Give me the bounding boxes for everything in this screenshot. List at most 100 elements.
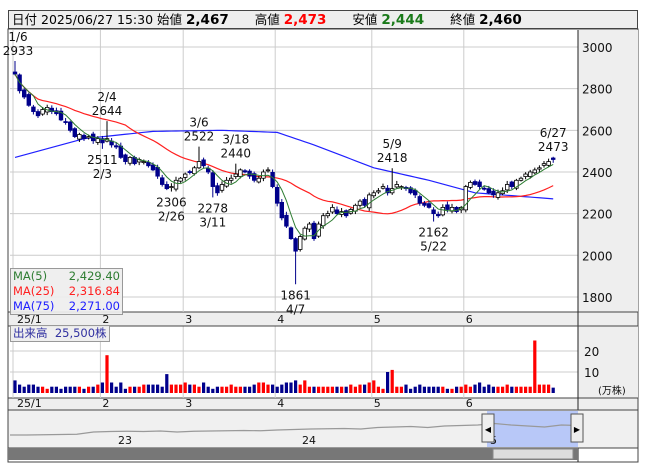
volume-bar (225, 386, 229, 393)
volume-bar (395, 386, 399, 393)
candle-body (412, 189, 418, 196)
candle-body (394, 184, 399, 188)
navigator-right-handle[interactable]: ▶ (570, 413, 584, 443)
volume-bar (468, 386, 472, 393)
candle-body (362, 199, 367, 206)
low-label: 安値 (352, 12, 378, 27)
volume-bar (238, 386, 242, 393)
volume-bar (335, 386, 339, 393)
candle-body (265, 169, 271, 172)
volume-bar (41, 386, 45, 393)
navigator-right-handle-box[interactable] (570, 413, 584, 443)
candle-body (334, 209, 340, 215)
volume-bar (45, 388, 49, 393)
candle (357, 199, 363, 208)
candle-body (311, 222, 317, 240)
volume-bar (455, 386, 459, 393)
candle-body (68, 121, 73, 131)
candle (325, 210, 330, 219)
ma25-line (14, 73, 554, 215)
annotation-date: 3/11 (199, 215, 226, 229)
volume-bar (363, 384, 367, 393)
scrollbar-thumb[interactable] (492, 448, 574, 460)
navigator-selection[interactable] (487, 411, 578, 447)
volume-bar (519, 386, 523, 393)
ma75-line (14, 129, 554, 200)
month-label: 4 (277, 397, 284, 410)
candle-body (279, 201, 284, 219)
candle-body (261, 171, 266, 179)
month-label: 5 (374, 397, 381, 410)
candle-body (100, 138, 105, 144)
candle-body (95, 138, 100, 143)
candle (63, 118, 68, 125)
volume-bar (537, 384, 541, 393)
annotation-value: 2418 (377, 151, 408, 165)
volume-bar (169, 384, 173, 393)
price-tick-label: 2800 (582, 83, 613, 97)
annotation-date: 3/6 (189, 116, 208, 130)
navigator-left-handle[interactable]: ◀ (481, 413, 495, 443)
candle (100, 135, 105, 149)
candle-body (72, 128, 77, 137)
volume-bar (27, 384, 31, 393)
candle-body (141, 161, 146, 163)
volume-bar (514, 386, 518, 393)
annotation-value: 2440 (221, 147, 252, 161)
candle (164, 181, 169, 191)
candle-body (472, 181, 478, 185)
volume-bar (482, 386, 486, 393)
candle-body (256, 177, 261, 183)
candle-body (21, 89, 27, 98)
candle-body (187, 171, 192, 173)
navigator-left-handle-box[interactable] (481, 413, 495, 443)
candle-body (178, 177, 183, 182)
ma5-label: MA(5) (13, 269, 48, 283)
candle-body (541, 163, 547, 166)
candle (463, 184, 468, 213)
volume-bar (183, 382, 187, 393)
volume-bar (427, 386, 431, 393)
month-label: 6 (466, 313, 473, 326)
volume-bar (542, 384, 546, 393)
candle-body (251, 173, 257, 181)
candle-body (514, 179, 519, 189)
candle (35, 109, 41, 119)
volume-bar (551, 387, 555, 393)
volume-bar (211, 388, 215, 393)
candle-body (357, 200, 363, 206)
date-value: 2025/06/27 15:30 (41, 12, 154, 27)
annotation-date: 2/3 (93, 167, 112, 181)
annotation-date: 5/9 (383, 137, 402, 151)
navigator-left-arrow-icon: ◀ (485, 425, 492, 434)
volume-bar (82, 388, 86, 393)
candle-body (431, 209, 436, 215)
volume-bar (77, 386, 81, 393)
close-value: 2,460 (479, 12, 522, 28)
volume-bar (524, 386, 528, 393)
candle (509, 180, 514, 190)
volume-bar (261, 382, 265, 393)
ohlc-header: 日付 2025/06/27 15:30 始値 2,467 高値 2,473 安値… (8, 10, 638, 29)
volume-bar (413, 386, 417, 393)
candle-body (426, 203, 432, 208)
annotation-value: 2473 (538, 140, 569, 154)
volume-bar (18, 384, 22, 393)
candle (334, 206, 340, 215)
annotation-date: 4/7 (286, 302, 305, 316)
navigator-year-label: 23 (118, 434, 132, 447)
annotation-value: 1861 (280, 288, 311, 302)
candle (238, 168, 243, 179)
candle-body (477, 181, 482, 187)
volume-bar (528, 386, 532, 393)
volume-bar (215, 386, 219, 393)
volume-bar (445, 388, 449, 393)
price-tick-label: 2400 (582, 166, 613, 180)
volume-bar (165, 374, 169, 393)
price-tick-label: 3000 (582, 41, 613, 55)
scrollbar-track[interactable] (8, 448, 578, 460)
volume-bar (87, 386, 91, 393)
volume-tick-label: 10 (584, 366, 599, 380)
open-label: 始値 (157, 12, 183, 27)
